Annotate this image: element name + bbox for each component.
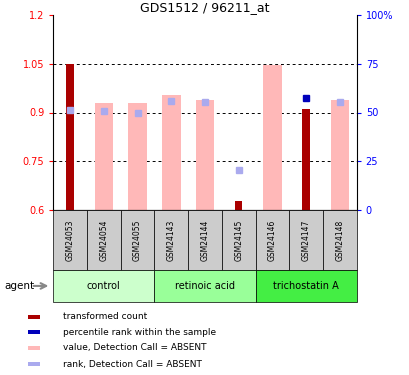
Bar xyxy=(28,315,40,318)
Bar xyxy=(94,103,113,210)
Bar xyxy=(154,270,255,302)
Bar xyxy=(120,210,154,270)
Text: GSM24145: GSM24145 xyxy=(234,219,243,261)
Text: GSM24147: GSM24147 xyxy=(301,219,310,261)
Bar xyxy=(66,64,74,210)
Text: GSM24143: GSM24143 xyxy=(166,219,175,261)
Text: control: control xyxy=(87,281,120,291)
Text: agent: agent xyxy=(4,281,34,291)
Text: retinoic acid: retinoic acid xyxy=(175,281,234,291)
Text: GSM24148: GSM24148 xyxy=(335,219,344,261)
Text: GSM24054: GSM24054 xyxy=(99,219,108,261)
Text: GSM24146: GSM24146 xyxy=(267,219,276,261)
Bar xyxy=(28,362,40,366)
Title: GDS1512 / 96211_at: GDS1512 / 96211_at xyxy=(140,1,269,14)
Bar xyxy=(53,210,87,270)
Text: rank, Detection Call = ABSENT: rank, Detection Call = ABSENT xyxy=(63,360,201,369)
Bar xyxy=(234,201,242,210)
Bar xyxy=(188,210,221,270)
Bar xyxy=(162,94,180,210)
Bar xyxy=(87,210,120,270)
Bar xyxy=(330,99,348,210)
Bar xyxy=(221,210,255,270)
Bar xyxy=(255,210,289,270)
Text: percentile rank within the sample: percentile rank within the sample xyxy=(63,328,216,337)
Bar xyxy=(154,210,188,270)
Bar xyxy=(263,65,281,210)
Bar xyxy=(128,103,146,210)
Text: transformed count: transformed count xyxy=(63,312,147,321)
Text: GSM24144: GSM24144 xyxy=(200,219,209,261)
Bar xyxy=(302,109,309,210)
Bar xyxy=(28,330,40,334)
Bar xyxy=(28,346,40,350)
Text: trichostatin A: trichostatin A xyxy=(272,281,338,291)
Text: value, Detection Call = ABSENT: value, Detection Call = ABSENT xyxy=(63,344,206,352)
Bar xyxy=(289,210,322,270)
Text: GSM24053: GSM24053 xyxy=(65,219,74,261)
Bar xyxy=(53,270,154,302)
Bar xyxy=(255,270,356,302)
Bar xyxy=(195,99,214,210)
Bar xyxy=(322,210,356,270)
Text: GSM24055: GSM24055 xyxy=(133,219,142,261)
